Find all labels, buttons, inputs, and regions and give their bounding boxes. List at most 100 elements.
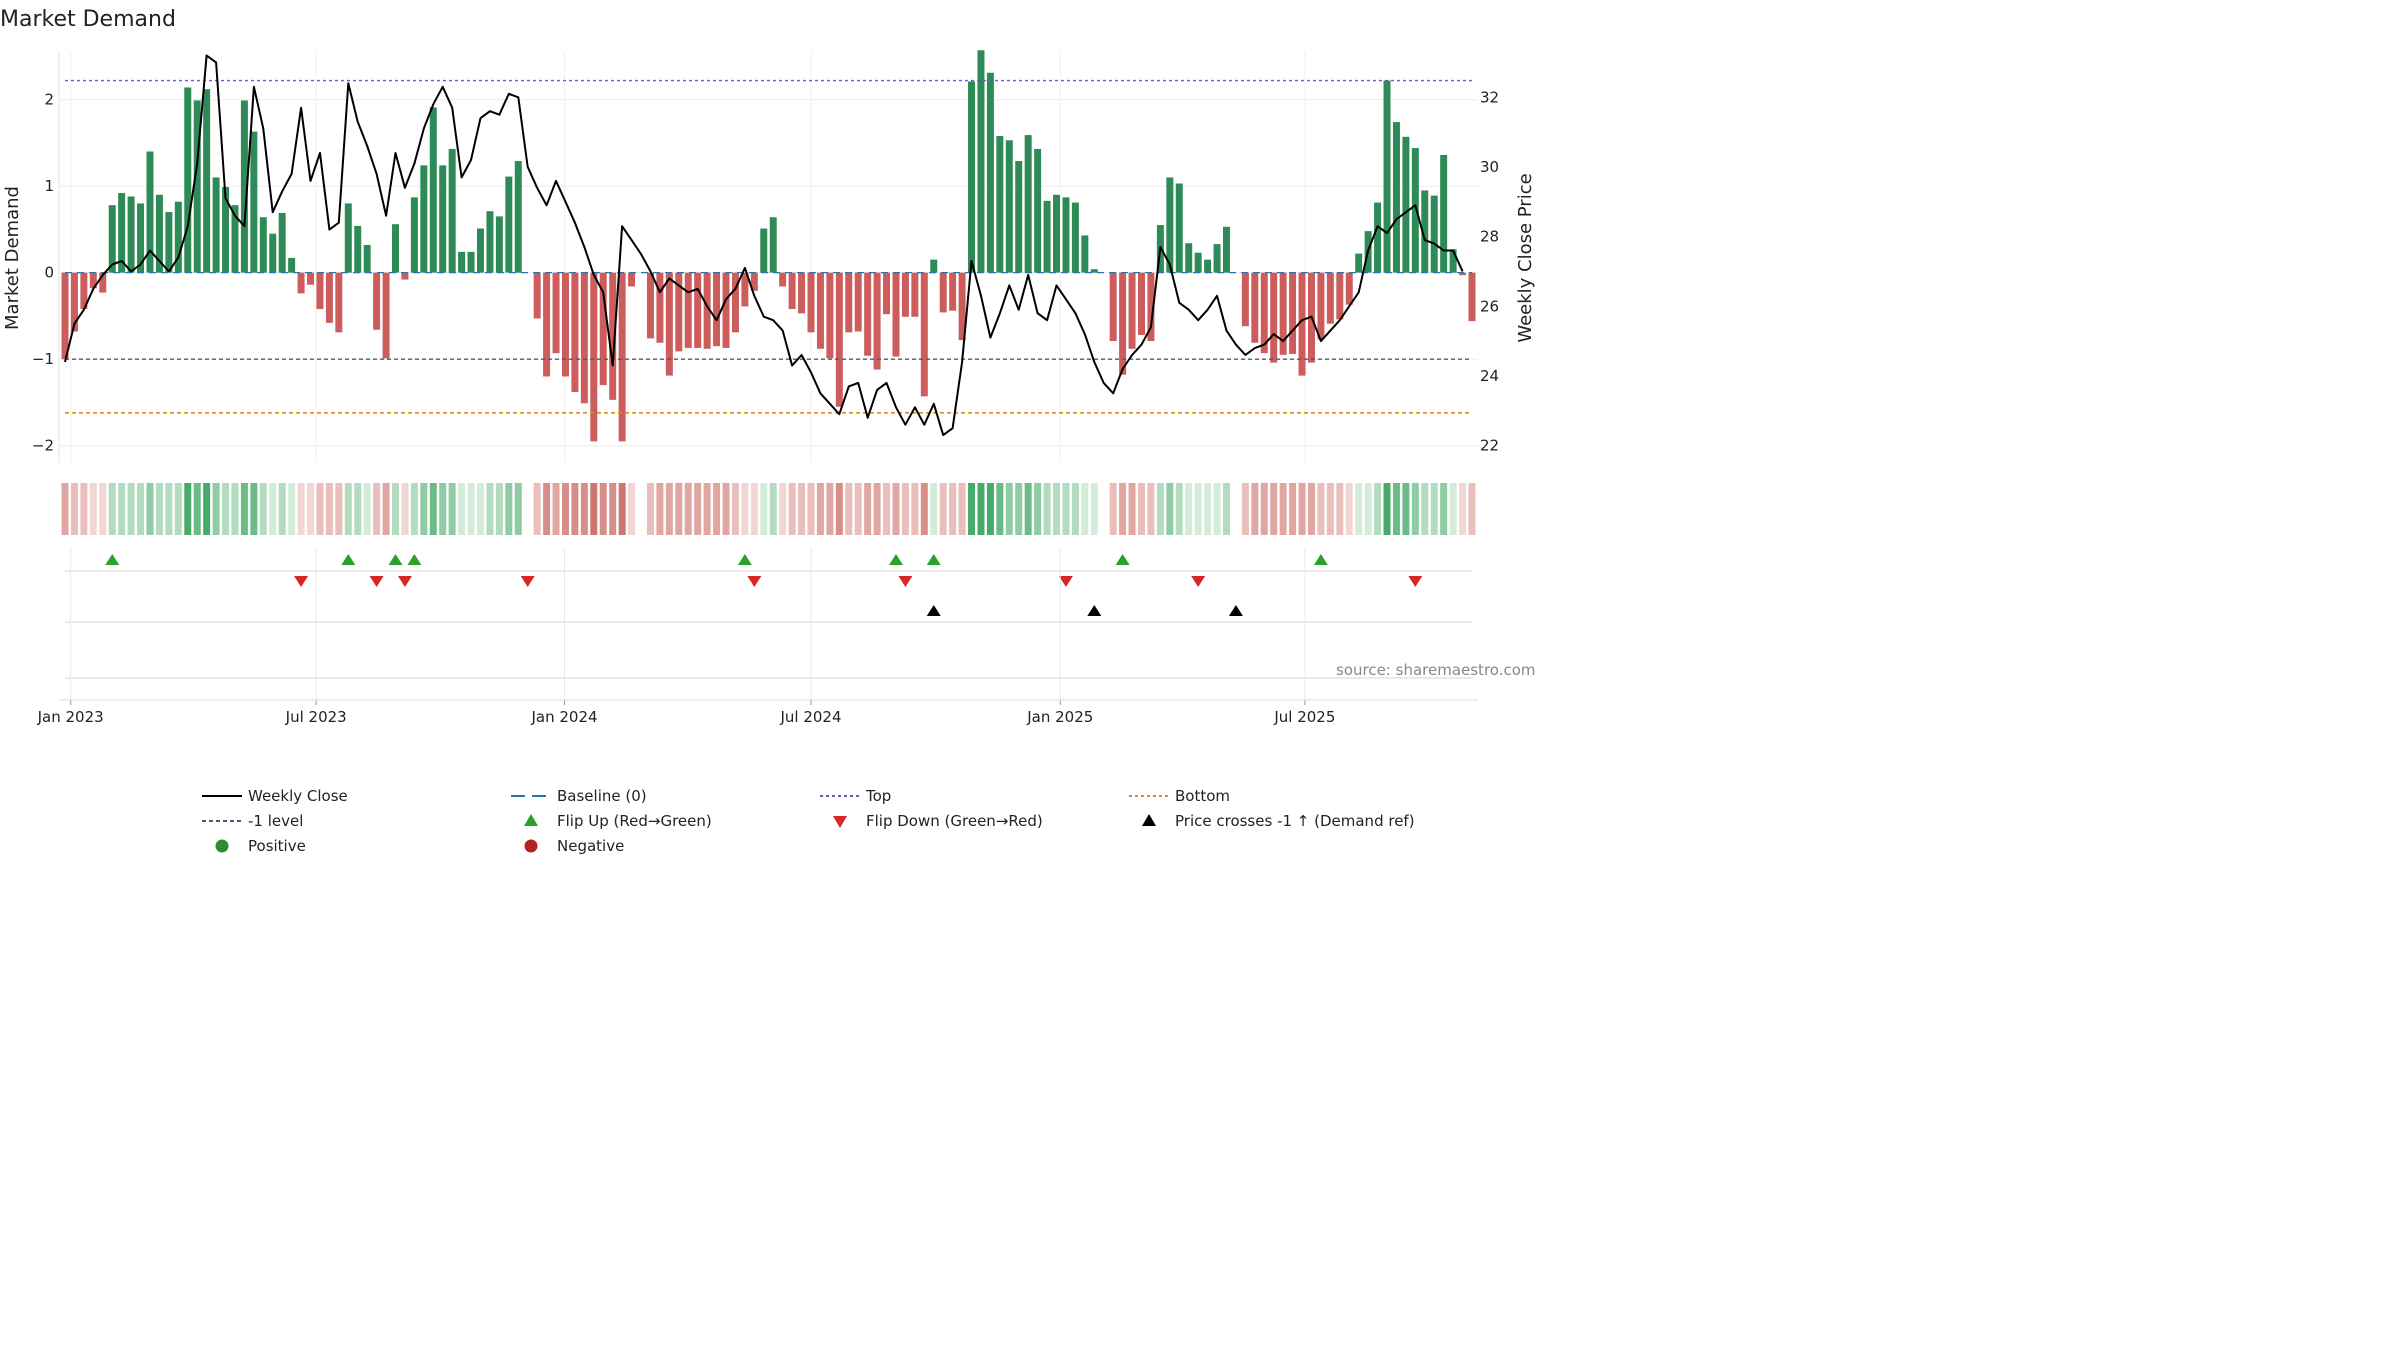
negative-bar — [826, 272, 834, 359]
flip-up-marker — [737, 554, 752, 565]
positive-bar — [108, 205, 116, 273]
strip-cell-positive — [930, 483, 938, 535]
flip-up-marker — [1115, 554, 1130, 565]
strip-cell-negative — [618, 483, 626, 535]
strip-cell-positive — [165, 483, 173, 535]
legend-price-cross: Price crosses -1 ↑ (Demand ref) — [1142, 812, 1415, 830]
strip-cell-positive — [193, 483, 201, 535]
strip-cell-positive — [1213, 483, 1221, 535]
strip-cell-negative — [1119, 483, 1127, 535]
strip-cell-positive — [344, 483, 352, 535]
positive-bar — [250, 131, 258, 273]
positive-bar — [410, 197, 418, 273]
strip-cell-positive — [1383, 483, 1391, 535]
positive-bar — [1222, 226, 1230, 273]
negative-bar — [779, 272, 787, 287]
positive-bar — [1062, 197, 1070, 273]
negative-bar — [580, 272, 588, 404]
strip-cell-negative — [543, 483, 551, 535]
positive-bar — [1421, 190, 1429, 273]
strip-cell-negative — [1251, 483, 1259, 535]
price-cross-marker — [926, 605, 941, 616]
strip-cell-negative — [561, 483, 569, 535]
strip-cell-negative — [949, 483, 957, 535]
y-tick-label: 0 — [44, 264, 54, 282]
legend-bottom: Bottom — [1129, 787, 1230, 805]
negative-bar — [1336, 272, 1344, 320]
negative-bar — [864, 272, 872, 356]
strip-cell-negative — [1345, 483, 1353, 535]
negative-bar — [1241, 272, 1249, 327]
flip-down-marker — [397, 576, 412, 587]
flip-down-marker — [1058, 576, 1073, 587]
strip-cell-positive — [137, 483, 145, 535]
strip-cell-negative — [533, 483, 541, 535]
strip-cell-positive — [240, 483, 248, 535]
positive-bar — [476, 228, 484, 273]
negative-bar — [89, 272, 97, 289]
strip-cell-negative — [628, 483, 636, 535]
strip-cell-positive — [986, 483, 994, 535]
strip-cell-positive — [1194, 483, 1202, 535]
strip-cell-negative — [1147, 483, 1155, 535]
positive-bar — [193, 100, 201, 273]
strip-cell-positive — [1053, 483, 1061, 535]
strip-cell-negative — [1279, 483, 1287, 535]
flip-up-marker — [926, 554, 941, 565]
positive-bar — [146, 151, 154, 273]
y-tick-label: 1 — [44, 177, 54, 195]
flip-down-marker — [1408, 576, 1423, 587]
strip-cell-positive — [1402, 483, 1410, 535]
positive-bar — [184, 87, 192, 273]
positive-bar — [467, 251, 475, 273]
positive-bar — [1204, 259, 1212, 273]
negative-bar — [694, 272, 702, 348]
negative-bar — [845, 272, 853, 333]
strip-cell-positive — [1156, 483, 1164, 535]
strip-cell-positive — [1024, 483, 1032, 535]
strip-cell-negative — [713, 483, 721, 535]
strip-cell-negative — [920, 483, 928, 535]
x-tick-label: Jul 2023 — [285, 708, 347, 726]
legend-swatch — [215, 839, 229, 853]
legend-label: -1 level — [248, 812, 303, 830]
y-tick-label: −1 — [32, 350, 54, 368]
negative-bar — [401, 272, 409, 280]
legend-swatch — [1142, 814, 1156, 826]
strip-cell-negative — [845, 483, 853, 535]
strip-cell-positive — [155, 483, 163, 535]
negative-bar — [561, 272, 569, 377]
negative-bar — [854, 272, 862, 332]
negative-bar — [325, 272, 333, 323]
strip-cell-negative — [656, 483, 664, 535]
positive-bar — [1175, 183, 1183, 273]
positive-bar — [1392, 122, 1400, 273]
strip-cell-negative — [741, 483, 749, 535]
strip-cell-positive — [448, 483, 456, 535]
strip-cell-negative — [1326, 483, 1334, 535]
strip-cell-positive — [127, 483, 135, 535]
strip-cell-positive — [1421, 483, 1429, 535]
strip-cell-negative — [99, 483, 107, 535]
strip-cell-negative — [89, 483, 97, 535]
strip-cell-positive — [250, 483, 258, 535]
strip-cell-positive — [222, 483, 230, 535]
negative-bar — [599, 272, 607, 386]
legend-label: Positive — [248, 837, 306, 855]
negative-bar — [1289, 272, 1297, 354]
negative-bar — [1260, 272, 1268, 354]
positive-bar — [514, 161, 522, 273]
positive-bar — [458, 251, 466, 273]
positive-bar — [486, 211, 494, 273]
negative-bar — [543, 272, 551, 377]
strip-cell-positive — [259, 483, 267, 535]
strip-cell-positive — [1015, 483, 1023, 535]
negative-bar — [297, 272, 305, 294]
strip-cell-negative — [826, 483, 834, 535]
negative-bar — [533, 272, 541, 319]
legend-swatch — [524, 814, 538, 826]
strip-cell-positive — [231, 483, 239, 535]
y-tick-label: 2 — [44, 91, 54, 109]
strip-cell-positive — [212, 483, 220, 535]
